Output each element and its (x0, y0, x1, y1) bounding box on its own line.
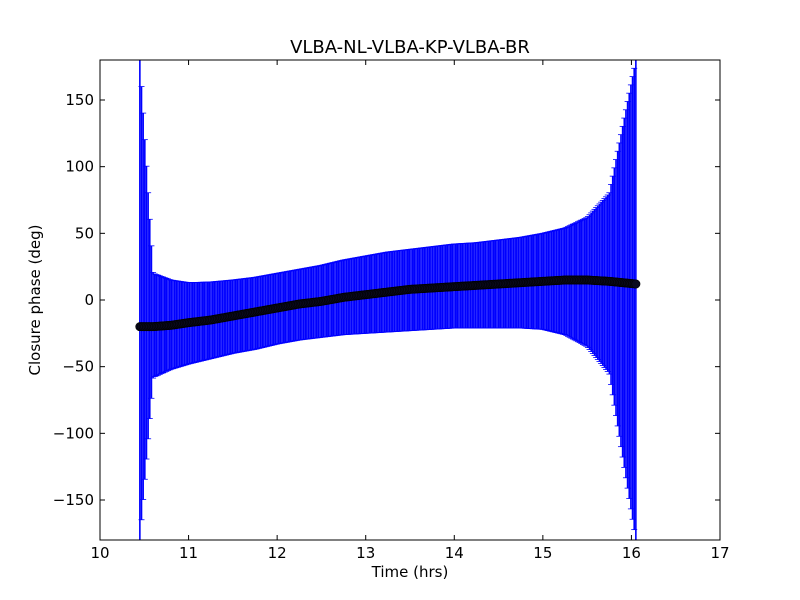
data-points (135, 275, 641, 332)
x-tick-label: 15 (533, 544, 552, 562)
x-tick-label: 13 (356, 544, 375, 562)
y-tick-label: 100 (65, 158, 94, 176)
y-ticks: −150 −100 −50 0 50 100 150 (53, 91, 720, 509)
x-tick-label: 16 (622, 544, 641, 562)
y-tick-label: −50 (62, 358, 94, 376)
x-ticks: 10 11 12 13 14 15 16 17 (90, 60, 730, 562)
chart-title: VLBA-NL-VLBA-KP-VLBA-BR (290, 37, 530, 58)
y-tick-label: 150 (65, 91, 94, 109)
x-tick-label: 17 (710, 544, 729, 562)
y-tick-label: 50 (75, 224, 94, 242)
x-tick-label: 11 (179, 544, 198, 562)
y-tick-label: −100 (53, 424, 94, 442)
x-tick-label: 10 (90, 544, 109, 562)
x-tick-label: 12 (268, 544, 287, 562)
x-tick-label: 14 (445, 544, 464, 562)
y-tick-label: −150 (53, 491, 94, 509)
x-axis-label: Time (hrs) (371, 563, 449, 581)
data-point (631, 279, 641, 289)
y-axis-label: Closure phase (deg) (26, 225, 44, 376)
y-tick-label: 0 (84, 291, 94, 309)
error-bars (136, 59, 639, 541)
